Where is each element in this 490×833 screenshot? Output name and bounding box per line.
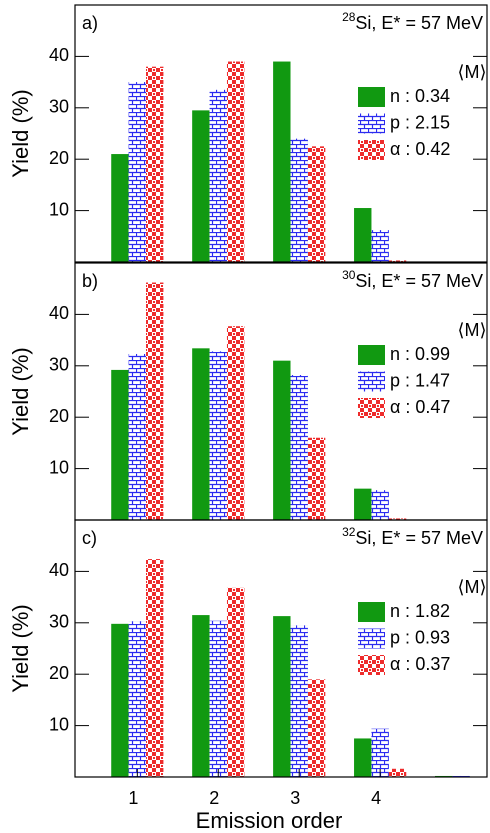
bar [273, 61, 291, 262]
bar [371, 230, 389, 262]
panel-label: c) [82, 528, 97, 548]
legend-swatch [358, 602, 385, 622]
legend-label: p : 1.47 [390, 370, 450, 390]
bar [388, 518, 407, 520]
bar [192, 110, 210, 263]
annotation-text: Si, E* = 57 MeV [355, 271, 483, 291]
bar [354, 208, 372, 262]
bar [371, 728, 389, 777]
y-tick-label: 40 [49, 45, 69, 65]
legend-label: p : 2.15 [390, 112, 450, 132]
y-tick-label: 30 [49, 612, 69, 632]
annotation-mass: 28 [342, 10, 356, 24]
bar [146, 559, 164, 777]
y-tick-label: 20 [49, 148, 69, 168]
y-tick-label: 10 [49, 457, 69, 477]
bar [209, 351, 227, 520]
bar [307, 679, 326, 777]
legend-swatch [358, 371, 385, 392]
bar [273, 360, 291, 520]
bar [388, 260, 407, 262]
bar [388, 768, 407, 777]
bar [128, 353, 147, 520]
bar [146, 66, 164, 263]
annotation-text: Si, E* = 57 MeV [355, 13, 483, 33]
legend-label: n : 0.34 [390, 86, 450, 106]
panel-frame [74, 519, 488, 778]
bar [307, 146, 326, 262]
legend-swatch [358, 628, 385, 649]
bar [128, 621, 147, 777]
bar [371, 490, 389, 520]
bar [307, 437, 326, 520]
y-axis-label: Yield (%) [8, 604, 33, 692]
annotation: 28Si, E* = 57 MeV [342, 10, 483, 33]
x-tick-label: 3 [290, 788, 300, 808]
legend-label: α : 0.47 [390, 397, 450, 417]
annotation: 32Si, E* = 57 MeV [342, 525, 483, 548]
legend-title: ⟨M⟩ [457, 320, 486, 340]
legend-swatch [358, 345, 385, 365]
bar [354, 488, 372, 520]
panel-label: b) [82, 271, 98, 291]
legend-swatch [358, 140, 385, 160]
legend-title: ⟨M⟩ [457, 577, 486, 597]
legend-label: α : 0.37 [390, 654, 450, 674]
bar [111, 154, 129, 262]
panel-frame [74, 4, 488, 263]
y-tick-label: 20 [49, 406, 69, 426]
y-tick-label: 30 [49, 355, 69, 375]
legend-label: n : 1.82 [390, 601, 450, 621]
y-axis-label: Yield (%) [8, 347, 33, 435]
legend-swatch [358, 398, 385, 418]
bar [273, 616, 291, 777]
x-tick-label: 1 [128, 788, 138, 808]
y-tick-label: 30 [49, 97, 69, 117]
legend-swatch [358, 113, 385, 134]
y-tick-label: 10 [49, 714, 69, 734]
bar [209, 89, 227, 262]
annotation-text: Si, E* = 57 MeV [355, 528, 483, 548]
bar [226, 61, 245, 262]
legend-label: α : 0.42 [390, 139, 450, 159]
y-tick-label: 40 [49, 560, 69, 580]
bar [226, 587, 245, 777]
y-axis-label: Yield (%) [8, 89, 33, 177]
x-axis-label: Emission order [196, 808, 343, 833]
legend-label: p : 0.93 [390, 627, 450, 647]
y-tick-label: 10 [49, 199, 69, 219]
legend-swatch [358, 655, 385, 675]
bar [192, 615, 210, 777]
x-tick-label: 2 [209, 788, 219, 808]
annotation-mass: 32 [342, 525, 356, 539]
y-tick-label: 20 [49, 663, 69, 683]
legend-swatch [358, 87, 385, 107]
bar [192, 348, 210, 520]
bar [290, 625, 308, 777]
legend-label: n : 0.99 [390, 344, 450, 364]
y-tick-label: 40 [49, 303, 69, 323]
bar [111, 623, 129, 777]
bar [146, 282, 164, 520]
bar [209, 620, 227, 777]
bar [128, 82, 147, 262]
annotation-mass: 30 [342, 268, 356, 282]
x-tick-label: 4 [371, 788, 381, 808]
bar [354, 738, 372, 777]
bar [111, 369, 129, 520]
bar [290, 138, 308, 262]
bar [290, 375, 308, 520]
panel-label: a) [82, 13, 98, 33]
annotation: 30Si, E* = 57 MeV [342, 268, 483, 291]
bar [226, 326, 245, 520]
legend-title: ⟨M⟩ [457, 62, 486, 82]
